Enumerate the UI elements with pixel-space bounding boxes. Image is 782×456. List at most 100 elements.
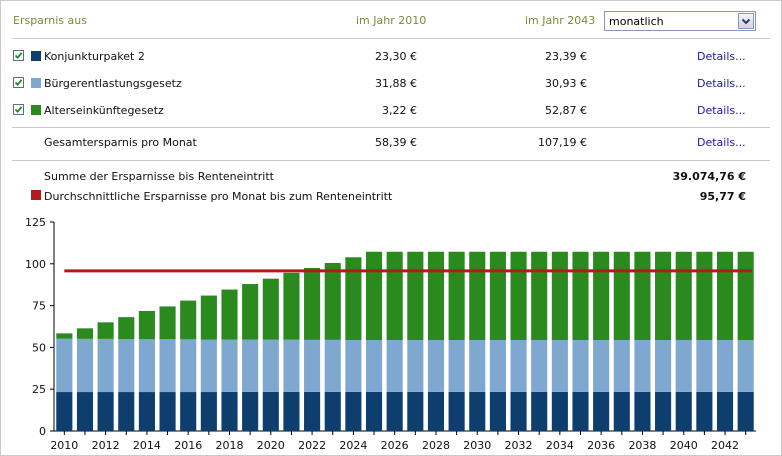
column-header-2043: im Jahr 2043 xyxy=(525,14,596,27)
bar-segment-2 xyxy=(180,339,197,393)
bar-segment-1 xyxy=(613,391,630,431)
bar-segment-2 xyxy=(304,339,321,392)
column-header-2010: im Jahr 2010 xyxy=(356,14,427,27)
bar-segment-2 xyxy=(407,340,424,392)
details-link-buergerentlastungsgesetz[interactable]: Details... xyxy=(697,77,746,90)
bar-segment-2 xyxy=(510,340,527,392)
average-value: 95,77 € xyxy=(699,190,746,203)
divider xyxy=(12,160,770,161)
bar-segment-1 xyxy=(510,391,527,431)
sum-label: Summe der Ersparnisse bis Renteneintritt xyxy=(44,170,274,183)
x-tick-label: 2034 xyxy=(546,439,574,452)
bar-segment-1 xyxy=(551,391,568,431)
bar-segment-1 xyxy=(531,391,548,431)
bar-segment-1 xyxy=(262,391,279,431)
bar-segment-2 xyxy=(324,339,341,392)
bar-segment-1 xyxy=(138,392,155,431)
bar-segment-1 xyxy=(97,392,114,431)
legend-swatch-average xyxy=(31,190,41,200)
bar-segment-3 xyxy=(572,251,589,341)
bar-segment-3 xyxy=(345,257,362,341)
bar-segment-3 xyxy=(716,251,734,341)
bar-segment-1 xyxy=(283,391,300,431)
sum-value: 39.074,76 € xyxy=(672,170,746,183)
legend-swatch-konjunkturpaket xyxy=(31,51,41,61)
bar-segment-1 xyxy=(593,391,610,431)
checkbox-buergerentlastungsgesetz[interactable] xyxy=(13,77,24,88)
bar-segment-2 xyxy=(675,340,692,392)
bar-segment-2 xyxy=(489,340,506,392)
bar-segment-1 xyxy=(345,391,362,431)
bar-segment-3 xyxy=(200,295,217,340)
legend-swatch-buergerentlastungsgesetz xyxy=(31,78,41,88)
bar-segment-2 xyxy=(427,340,445,392)
x-tick-label: 2030 xyxy=(463,439,491,452)
bar-segment-1 xyxy=(737,391,754,431)
bar-segment-1 xyxy=(365,391,383,431)
details-link-alterseinkuenftegesetz[interactable]: Details... xyxy=(697,104,746,117)
bar-segment-3 xyxy=(551,251,568,341)
bar-segment-2 xyxy=(696,340,713,392)
bar-segment-1 xyxy=(386,391,403,431)
y-tick-label: 125 xyxy=(25,216,46,229)
details-link-total[interactable]: Details... xyxy=(697,136,746,149)
x-tick-label: 2012 xyxy=(92,439,120,452)
bar-segment-3 xyxy=(159,306,176,340)
bar-segment-1 xyxy=(427,391,445,431)
period-select-value: monatlich xyxy=(609,15,664,28)
bar-segment-3 xyxy=(675,251,692,341)
bar-segment-1 xyxy=(634,391,651,431)
bar-segment-2 xyxy=(262,339,279,392)
details-link-konjunkturpaket[interactable]: Details... xyxy=(697,50,746,63)
divider xyxy=(12,38,770,39)
chevron-down-icon[interactable] xyxy=(738,13,754,29)
bar-segment-3 xyxy=(386,251,403,341)
y-tick-label: 100 xyxy=(25,258,46,271)
x-tick-label: 2010 xyxy=(50,439,78,452)
bar-segment-1 xyxy=(489,391,506,431)
bar-segment-2 xyxy=(634,340,651,392)
y-tick-label: 0 xyxy=(39,425,46,438)
x-tick-label: 2028 xyxy=(422,439,450,452)
bar-segment-1 xyxy=(200,392,217,431)
bar-segment-2 xyxy=(448,340,465,392)
bar-segment-2 xyxy=(469,340,486,392)
bar-segment-3 xyxy=(469,251,486,341)
total-label: Gesamtersparnis pro Monat xyxy=(44,136,197,149)
bar-segment-1 xyxy=(407,391,424,431)
bar-segment-3 xyxy=(634,251,651,341)
bar-segment-2 xyxy=(551,340,568,392)
bar-segment-2 xyxy=(737,340,754,392)
bar-segment-2 xyxy=(386,340,403,392)
bar-segment-2 xyxy=(242,339,259,392)
bar-segment-3 xyxy=(324,262,341,340)
bar-segment-2 xyxy=(159,339,176,393)
bar-segment-3 xyxy=(489,251,506,341)
bar-segment-3 xyxy=(138,310,155,340)
x-tick-label: 2036 xyxy=(587,439,615,452)
bar-segment-3 xyxy=(283,272,300,340)
value-2043-alterseinkuenftegesetz: 52,87 € xyxy=(545,104,587,117)
checkbox-alterseinkuenftegesetz[interactable] xyxy=(13,104,24,115)
bar-segment-2 xyxy=(283,339,300,392)
period-select[interactable]: monatlich xyxy=(604,11,756,31)
bar-segment-1 xyxy=(159,392,176,431)
x-tick-label: 2018 xyxy=(216,439,244,452)
bar-segment-2 xyxy=(56,338,73,393)
average-label: Durchschnittliche Ersparnisse pro Monat … xyxy=(44,190,393,203)
y-tick-label: 50 xyxy=(32,341,46,354)
value-2010-alterseinkuenftegesetz: 3,22 € xyxy=(382,104,417,117)
x-tick-label: 2038 xyxy=(628,439,656,452)
bar-segment-1 xyxy=(675,391,692,431)
x-tick-label: 2040 xyxy=(670,439,698,452)
y-tick-label: 25 xyxy=(32,383,46,396)
checkbox-konjunkturpaket[interactable] xyxy=(13,50,24,61)
bar-segment-3 xyxy=(510,251,527,341)
bar-segment-3 xyxy=(365,251,383,341)
bar-segment-3 xyxy=(221,289,238,340)
row-label-konjunkturpaket: Konjunkturpaket 2 xyxy=(44,50,145,63)
bar-segment-2 xyxy=(345,340,362,392)
bar-segment-3 xyxy=(262,278,279,340)
bar-segment-3 xyxy=(76,328,94,339)
bar-segment-1 xyxy=(448,391,465,431)
